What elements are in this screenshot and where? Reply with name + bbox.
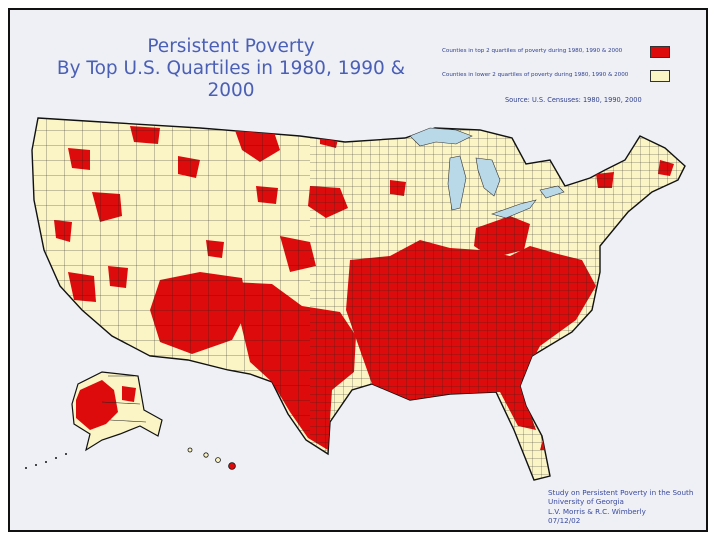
- lake-ontario: [539, 185, 565, 199]
- lake-huron: [475, 157, 501, 197]
- legend-item-poverty: Counties in top 2 quartiles of poverty d…: [420, 46, 702, 60]
- great-lakes: [409, 127, 565, 219]
- credit-block: Study on Persistent Poverty in the South…: [548, 488, 706, 526]
- legend-label-non-poverty: Counties in lower 2 quartiles of poverty…: [442, 72, 629, 78]
- credit-line-4: 07/12/02: [548, 516, 581, 526]
- map-title: Persistent Poverty By Top U.S. Quartiles…: [46, 36, 416, 102]
- lake-michigan: [447, 155, 467, 211]
- map-frame: Persistent Poverty By Top U.S. Quartiles…: [8, 8, 708, 532]
- eastern-county-lines: [310, 118, 685, 480]
- lake-superior: [409, 127, 473, 147]
- western-county-lines: [32, 118, 310, 480]
- credit-line-2: University of Georgia: [548, 497, 624, 507]
- alaska: [25, 371, 163, 469]
- legend-label-poverty: Counties in top 2 quartiles of poverty d…: [442, 48, 623, 54]
- source-note: Source: U.S. Censuses: 1980, 1990, 2000: [505, 96, 642, 104]
- title-line-2: By Top U.S. Quartiles in 1980, 1990 & 20…: [56, 58, 406, 101]
- title-line-1: Persistent Poverty: [147, 36, 315, 57]
- hawaii: [187, 447, 236, 470]
- legend-swatch-poverty: [650, 46, 670, 58]
- alaska-poverty: [76, 380, 118, 430]
- us-county-map: [25, 117, 686, 481]
- legend-swatch-non-poverty: [650, 70, 670, 82]
- lake-erie: [491, 199, 537, 219]
- credit-line-1: Study on Persistent Poverty in the South: [548, 488, 694, 497]
- legend-item-non-poverty: Counties in lower 2 quartiles of poverty…: [420, 70, 702, 84]
- credit-line-3: L.V. Morris & R.C. Wimberly: [548, 506, 646, 516]
